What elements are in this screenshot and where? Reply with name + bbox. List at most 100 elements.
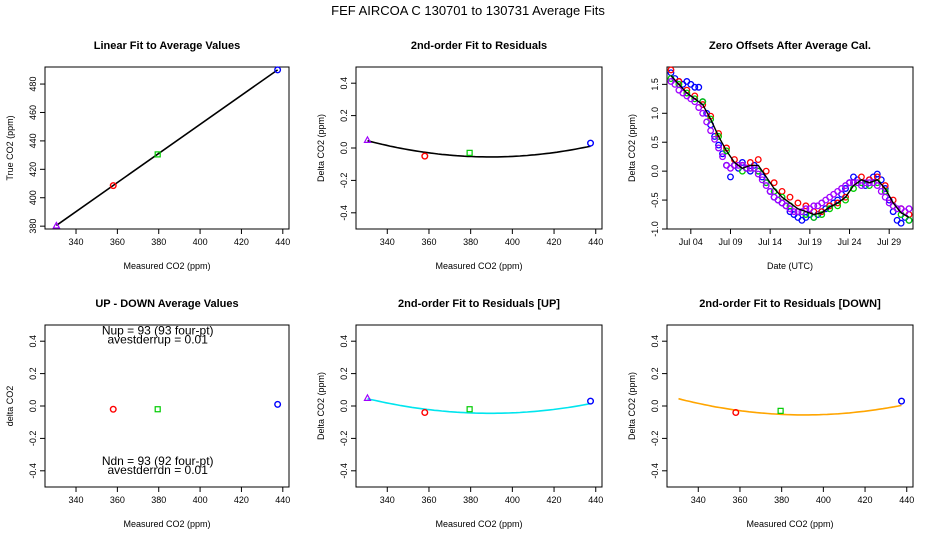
data-point bbox=[691, 83, 699, 91]
panel-1: Linear Fit to Average Values Measured CO2… bbox=[5, 40, 290, 271]
annotation-text: avestderrup = 0.01 bbox=[107, 333, 208, 347]
x-tick-label: 440 bbox=[588, 495, 603, 505]
y-tick-label: 0.5 bbox=[650, 136, 660, 149]
x-tick-label: 340 bbox=[691, 495, 706, 505]
data-point bbox=[707, 127, 715, 135]
data-point bbox=[715, 144, 723, 152]
y-tick-label: 0.4 bbox=[339, 335, 349, 348]
data-point bbox=[786, 193, 794, 201]
data-point bbox=[715, 141, 723, 149]
figure-suptitle: FEF AIRCOA C 130701 to 130731 Average Fi… bbox=[331, 3, 605, 18]
plot-frame bbox=[355, 324, 603, 488]
data-point bbox=[746, 159, 754, 166]
data-point bbox=[758, 176, 766, 184]
y-tick-label: -0.2 bbox=[339, 173, 349, 189]
data-point bbox=[727, 173, 734, 181]
y-tick-label: 400 bbox=[28, 190, 38, 205]
x-tick-label: Jul 14 bbox=[758, 237, 782, 247]
plot-frame bbox=[666, 66, 914, 230]
x-tick-label: 380 bbox=[774, 495, 789, 505]
y-tick-label: -1.0 bbox=[650, 221, 660, 237]
y-tick-label: 1.0 bbox=[650, 107, 660, 120]
y-tick-label: 480 bbox=[28, 77, 38, 92]
x-tick-label: 400 bbox=[193, 237, 208, 247]
x-axis-label: Measured CO2 (ppm) bbox=[123, 519, 210, 529]
data-point bbox=[778, 187, 786, 195]
x-tick-label: 380 bbox=[463, 237, 478, 247]
panel-title: Zero Offsets After Average Cal. bbox=[709, 40, 871, 52]
y-axis-label: delta CO2 bbox=[5, 386, 15, 427]
y-axis-label: Delta CO2 (ppm) bbox=[627, 114, 637, 182]
data-point bbox=[466, 149, 473, 156]
fit-line bbox=[55, 69, 279, 227]
data-point bbox=[695, 104, 703, 111]
data-point bbox=[893, 205, 901, 213]
panel-3: Zero Offsets After Average Cal. Date (UTC… bbox=[627, 40, 914, 271]
y-axis-label: True CO2 (ppm) bbox=[5, 115, 15, 180]
x-tick-label: 420 bbox=[547, 237, 562, 247]
data-point bbox=[762, 167, 770, 175]
data-point bbox=[897, 219, 905, 227]
data-point bbox=[421, 408, 429, 416]
x-axis-label: Measured CO2 (ppm) bbox=[746, 519, 833, 529]
data-point bbox=[274, 400, 282, 408]
y-tick-label: 1.5 bbox=[650, 78, 660, 91]
data-point bbox=[695, 83, 703, 91]
y-tick-label: 0.4 bbox=[339, 77, 349, 90]
x-tick-label: 360 bbox=[421, 237, 436, 247]
series-red bbox=[667, 66, 913, 218]
y-tick-label: 420 bbox=[28, 162, 38, 177]
y-tick-label: 0.4 bbox=[28, 335, 38, 348]
data-point bbox=[810, 213, 818, 221]
x-tick-label: 360 bbox=[732, 495, 747, 505]
data-point bbox=[421, 152, 429, 160]
x-tick-label: 440 bbox=[275, 237, 290, 247]
y-tick-label: -0.2 bbox=[650, 431, 660, 447]
panel-title: 2nd-order Fit to Residuals [DOWN] bbox=[699, 298, 881, 310]
x-tick-label: 440 bbox=[275, 495, 290, 505]
x-tick-label: 380 bbox=[151, 237, 166, 247]
data-point bbox=[770, 179, 778, 187]
x-tick-label: Jul 09 bbox=[718, 237, 742, 247]
y-tick-label: 460 bbox=[28, 105, 38, 120]
x-tick-label: 400 bbox=[816, 495, 831, 505]
x-tick-label: 360 bbox=[110, 495, 125, 505]
panel-6: 2nd-order Fit to Residuals [DOWN] Measure… bbox=[627, 298, 914, 529]
x-tick-label: Jul 29 bbox=[877, 237, 901, 247]
y-tick-label: 0.2 bbox=[650, 367, 660, 380]
y-tick-label: -0.4 bbox=[339, 205, 349, 221]
annotation-text: Ndn = 93 (92 four-pt) bbox=[102, 454, 214, 468]
plot-frame bbox=[666, 324, 914, 488]
y-tick-label: -0.5 bbox=[650, 192, 660, 208]
data-point bbox=[363, 393, 372, 401]
data-point bbox=[732, 408, 740, 416]
panel-5: 2nd-order Fit to Residuals [UP] Measured … bbox=[316, 298, 603, 529]
fit-curve bbox=[367, 139, 591, 158]
data-point bbox=[818, 208, 826, 216]
y-tick-label: 0.2 bbox=[339, 109, 349, 122]
y-tick-label: 0.0 bbox=[650, 165, 660, 178]
data-point bbox=[834, 199, 842, 207]
data-point bbox=[274, 66, 282, 74]
y-tick-label: 0.0 bbox=[339, 400, 349, 413]
data-point bbox=[842, 193, 849, 201]
panel-2: 2nd-order Fit to Residuals Measured CO2 (… bbox=[316, 40, 603, 271]
data-point bbox=[667, 66, 675, 74]
data-point bbox=[466, 406, 473, 413]
data-point bbox=[671, 80, 679, 88]
x-tick-label: Jul 04 bbox=[679, 237, 703, 247]
data-point bbox=[810, 202, 818, 210]
x-tick-label: 340 bbox=[380, 237, 395, 247]
y-axis-label: Delta CO2 (ppm) bbox=[316, 372, 326, 440]
data-point bbox=[683, 89, 691, 97]
data-point bbox=[587, 139, 595, 147]
y-tick-label: -0.4 bbox=[28, 463, 38, 479]
plot-frame bbox=[355, 66, 603, 230]
data-point bbox=[723, 147, 730, 155]
annotation-text: avestderrdn = 0.01 bbox=[107, 463, 208, 477]
data-point bbox=[109, 405, 117, 413]
y-tick-label: 0.0 bbox=[339, 142, 349, 155]
data-point bbox=[905, 216, 913, 224]
y-tick-label: -0.2 bbox=[339, 431, 349, 447]
